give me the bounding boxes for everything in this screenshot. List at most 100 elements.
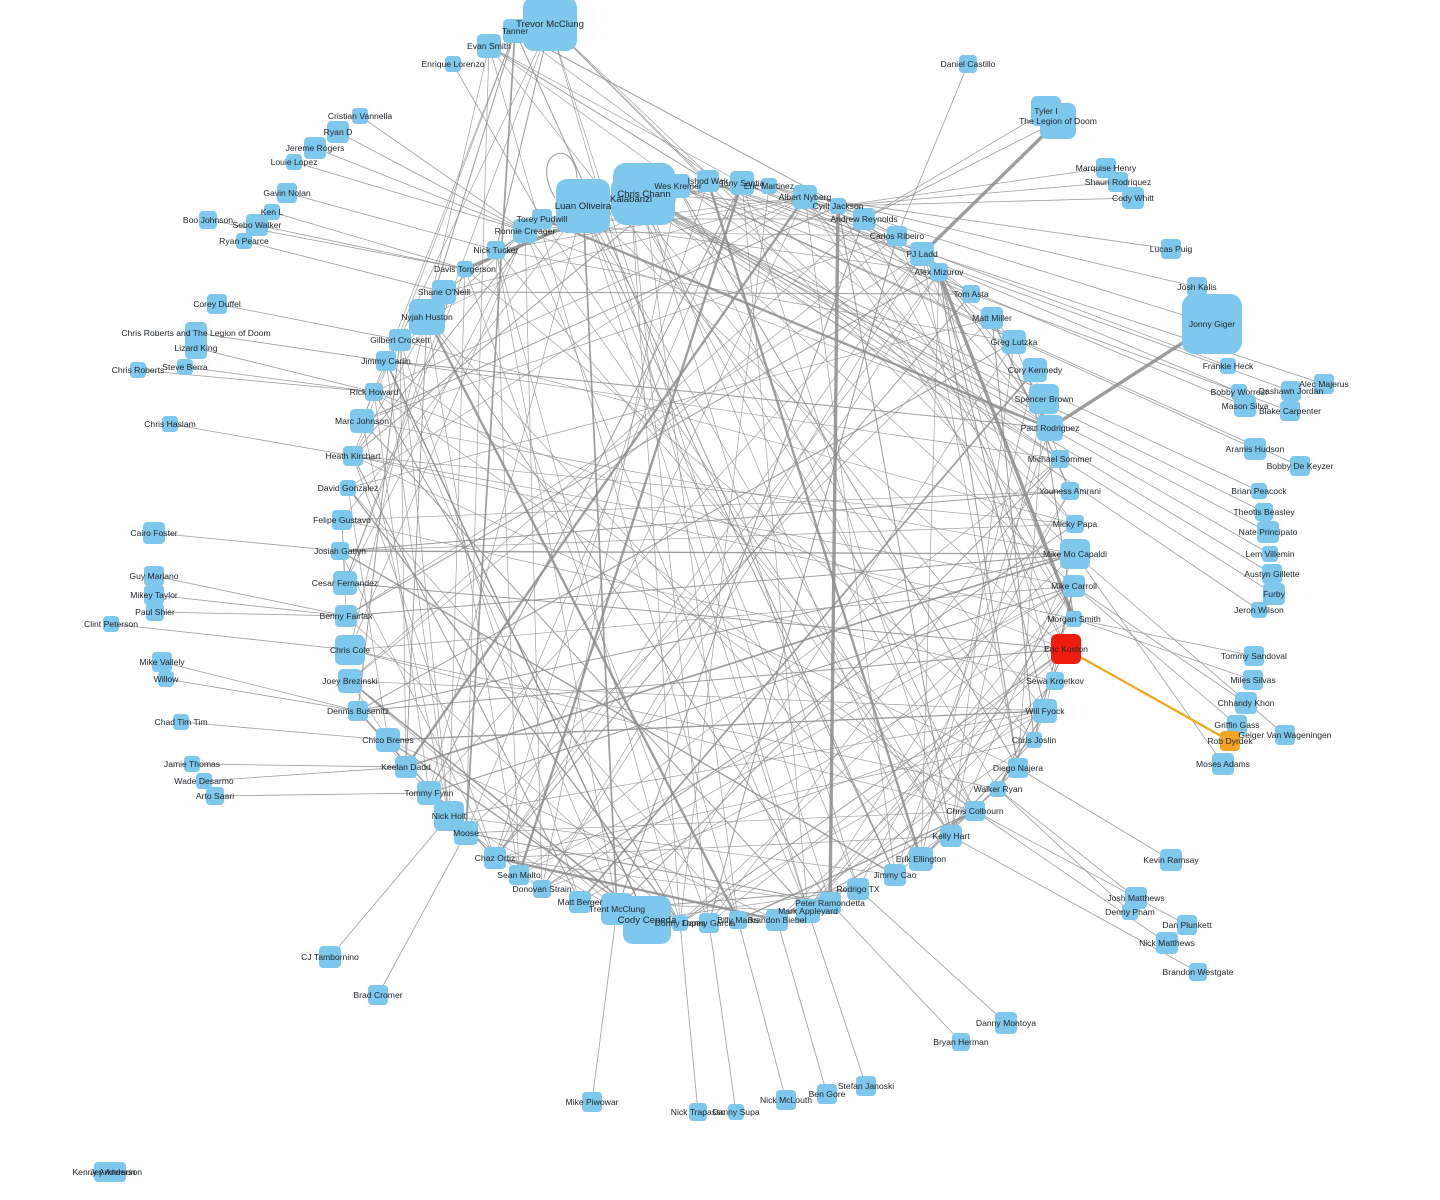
svg-text:Jimmy Carlin: Jimmy Carlin: [361, 356, 411, 366]
svg-text:Mike Piwowar: Mike Piwowar: [565, 1097, 618, 1107]
svg-text:Miles Silvas: Miles Silvas: [1230, 675, 1275, 685]
svg-text:Griffin Gass: Griffin Gass: [1214, 720, 1259, 730]
svg-text:Nick Tucker: Nick Tucker: [474, 245, 519, 255]
svg-text:Walker Ryan: Walker Ryan: [974, 784, 1023, 794]
svg-text:Joey Brezinski: Joey Brezinski: [322, 676, 377, 686]
svg-text:Mason Silva: Mason Silva: [1222, 401, 1269, 411]
svg-text:Ryan D: Ryan D: [324, 127, 353, 137]
svg-text:Jonny Giger: Jonny Giger: [1189, 319, 1235, 329]
svg-text:Cristian Vannella: Cristian Vannella: [328, 111, 393, 121]
svg-text:Matt Miller: Matt Miller: [972, 313, 1012, 323]
svg-text:Bryan Herman: Bryan Herman: [933, 1037, 989, 1047]
svg-text:Tommy Sandoval: Tommy Sandoval: [1221, 651, 1287, 661]
svg-text:Lizard King: Lizard King: [175, 343, 218, 353]
svg-text:Chris Roberts: Chris Roberts: [112, 365, 165, 375]
svg-text:Marquise Henry: Marquise Henry: [1076, 163, 1137, 173]
svg-text:Ryan Pearce: Ryan Pearce: [219, 236, 269, 246]
svg-text:Chris Colbourn: Chris Colbourn: [946, 806, 1004, 816]
svg-text:Josiah Gatlyn: Josiah Gatlyn: [314, 546, 366, 556]
svg-text:Josh Matthews: Josh Matthews: [1107, 893, 1164, 903]
svg-text:Dan Plunkett: Dan Plunkett: [1162, 920, 1212, 930]
svg-text:Dennis Busenitz: Dennis Busenitz: [327, 706, 389, 716]
svg-text:Chico Brenes: Chico Brenes: [362, 735, 414, 745]
svg-text:Nyjah Huston: Nyjah Huston: [401, 312, 453, 322]
svg-text:Morgan Smith: Morgan Smith: [1047, 614, 1101, 624]
svg-text:Lucas Puig: Lucas Puig: [1150, 244, 1193, 254]
svg-text:Aramis Hudson: Aramis Hudson: [1226, 444, 1285, 454]
svg-text:Jereme Rogers: Jereme Rogers: [286, 143, 345, 153]
svg-text:Nick Holt: Nick Holt: [432, 811, 467, 821]
svg-text:Sebo Walker: Sebo Walker: [233, 220, 282, 230]
svg-text:Paul Shier: Paul Shier: [135, 607, 175, 617]
svg-text:Jeron Wilson: Jeron Wilson: [1234, 605, 1284, 615]
svg-text:Guy Mariano: Guy Mariano: [129, 571, 178, 581]
svg-text:Danny Montoya: Danny Montoya: [976, 1018, 1036, 1028]
svg-text:Eric Martinez: Eric Martinez: [744, 181, 794, 191]
svg-text:Stefan Janoski: Stefan Janoski: [838, 1081, 894, 1091]
svg-text:Tommy Fynn: Tommy Fynn: [404, 788, 453, 798]
svg-text:Rick Howard: Rick Howard: [350, 387, 399, 397]
svg-text:Kevin Ramsay: Kevin Ramsay: [1143, 855, 1199, 865]
svg-text:Luan Oliveira: Luan Oliveira: [555, 201, 612, 212]
svg-text:Cody Whitt: Cody Whitt: [1112, 193, 1155, 203]
svg-text:Alec Majerus: Alec Majerus: [1299, 379, 1349, 389]
svg-text:Jey Anderson: Jey Anderson: [90, 1167, 142, 1177]
svg-text:Andrew Reynolds: Andrew Reynolds: [830, 214, 897, 224]
svg-text:Chaz Ortiz: Chaz Ortiz: [475, 853, 516, 863]
svg-text:Shane O'Neill: Shane O'Neill: [418, 287, 470, 297]
svg-text:Cairo Foster: Cairo Foster: [130, 528, 177, 538]
svg-text:Boo Johnson: Boo Johnson: [183, 215, 233, 225]
svg-text:Michael Sommer: Michael Sommer: [1028, 454, 1093, 464]
svg-text:Evan Smith: Evan Smith: [467, 41, 511, 51]
svg-text:Brian Peacock: Brian Peacock: [1231, 486, 1287, 496]
svg-text:Chad Tim Tim: Chad Tim Tim: [154, 717, 207, 727]
svg-text:Kalabanzi: Kalabanzi: [610, 194, 652, 205]
svg-text:Danny Supa: Danny Supa: [712, 1107, 760, 1117]
svg-text:Daniel Castillo: Daniel Castillo: [941, 59, 996, 69]
svg-text:Shaun Rodriquez: Shaun Rodriquez: [1085, 177, 1151, 187]
svg-text:Nick McLouth: Nick McLouth: [760, 1095, 812, 1105]
svg-text:Felipe Gustavo: Felipe Gustavo: [313, 515, 371, 525]
svg-text:Jamie Thomas: Jamie Thomas: [164, 759, 220, 769]
svg-text:Mikey Taylor: Mikey Taylor: [130, 590, 178, 600]
svg-text:Alex Mizurov: Alex Mizurov: [914, 267, 964, 277]
svg-text:Donovan Strain: Donovan Strain: [512, 884, 571, 894]
svg-text:PJ Ladd: PJ Ladd: [906, 249, 938, 259]
svg-text:Sean Malto: Sean Malto: [497, 870, 541, 880]
svg-text:Tom Asta: Tom Asta: [953, 289, 989, 299]
svg-text:Ken L: Ken L: [261, 207, 284, 217]
svg-text:Gavin Nolan: Gavin Nolan: [263, 188, 311, 198]
svg-text:Mike Vallely: Mike Vallely: [139, 657, 185, 667]
svg-text:Brandon Westgate: Brandon Westgate: [1162, 967, 1233, 977]
svg-text:Nate Principato: Nate Principato: [1239, 527, 1298, 537]
svg-text:Rob Dyrdek: Rob Dyrdek: [1207, 736, 1253, 746]
svg-text:Chris Joslin: Chris Joslin: [1012, 735, 1057, 745]
svg-text:Moose: Moose: [453, 828, 479, 838]
svg-text:Gilbert Crockett: Gilbert Crockett: [370, 335, 430, 345]
svg-text:Keelan Dadd: Keelan Dadd: [381, 762, 431, 772]
svg-text:Sewa Kroetkov: Sewa Kroetkov: [1026, 676, 1085, 686]
svg-text:Tanner: Tanner: [502, 26, 528, 36]
svg-text:Nick Matthews: Nick Matthews: [1139, 938, 1195, 948]
svg-text:Ronnie Creager: Ronnie Creager: [495, 226, 556, 236]
svg-text:Jimmy Cao: Jimmy Cao: [874, 870, 917, 880]
svg-text:Rodrigo TX: Rodrigo TX: [836, 884, 880, 894]
svg-text:Chhandy Khon: Chhandy Khon: [1218, 698, 1275, 708]
svg-text:Austyn Gillette: Austyn Gillette: [1244, 569, 1300, 579]
svg-text:Diego Najera: Diego Najera: [993, 763, 1043, 773]
svg-text:Chris Cole: Chris Cole: [330, 645, 370, 655]
svg-text:Bobby Worrest: Bobby Worrest: [1211, 387, 1268, 397]
svg-text:Lem Villemin: Lem Villemin: [1245, 549, 1294, 559]
svg-text:The Legion of Doom: The Legion of Doom: [1019, 116, 1097, 126]
svg-text:Erik Ellington: Erik Ellington: [896, 854, 946, 864]
svg-text:Davis Torgerson: Davis Torgerson: [434, 264, 496, 274]
svg-text:Arto Saari: Arto Saari: [196, 791, 234, 801]
svg-text:Kelly Hart: Kelly Hart: [932, 831, 970, 841]
svg-text:Eric Koston: Eric Koston: [1044, 644, 1088, 654]
svg-text:CJ Tambornino: CJ Tambornino: [301, 952, 359, 962]
svg-text:Tyler I: Tyler I: [1034, 106, 1057, 116]
svg-text:Cesar Fernandez: Cesar Fernandez: [312, 578, 378, 588]
svg-text:Heath Kirchart: Heath Kirchart: [326, 451, 382, 461]
svg-text:Micky Papa: Micky Papa: [1053, 519, 1098, 529]
svg-text:David Gonzalez: David Gonzalez: [318, 483, 379, 493]
